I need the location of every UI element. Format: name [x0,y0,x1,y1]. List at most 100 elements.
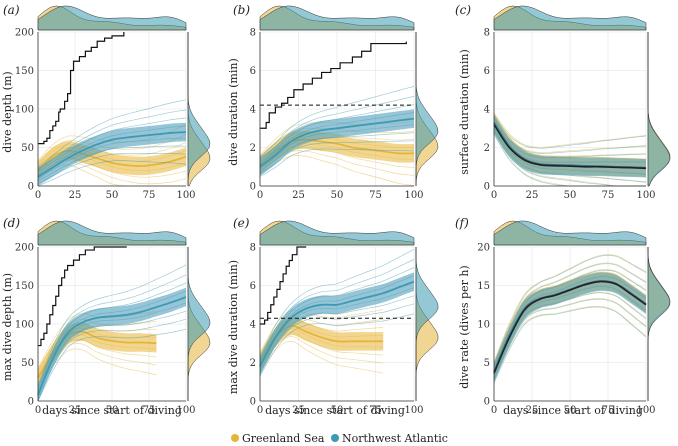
ytick-d-3: 150 [15,281,34,292]
xtick-e-4: 100 [404,405,423,416]
indiv-line-gs-f-6 [493,262,647,366]
indiv-line-gs-e-1 [259,336,384,370]
ytick-b-4: 8 [250,28,256,39]
ci-band-nwa-f [494,272,646,383]
top-density-nwa-f [493,220,647,246]
ytick-a-0: 0 [28,182,34,193]
ytick-b-1: 2 [250,143,256,154]
ytick-a-1: 50 [21,143,34,154]
panel-c: (c) surface duration (min) [455,3,471,175]
panel-f: (f) dive rate (dives per h) days since s… [455,216,643,417]
ytick-c-4: 8 [484,28,490,39]
ci-band-nwa-b [260,109,414,176]
xtick-c-2: 50 [564,190,577,201]
panel-d: (d) max dive depth (m) days since start … [1,216,182,417]
indiv-line-nwa-f-0 [493,306,647,384]
panel-e-ylabel: max dive duration (min) [227,260,240,394]
indiv-line-nwa-c-7 [493,114,647,149]
xtick-e-3: 75 [369,405,382,416]
indiv-line-gs-c-7 [493,112,647,148]
top-density-nwa-c [493,5,647,31]
panel-d-ylabel: max dive depth (m) [1,273,14,381]
indiv-line-gs-f-7 [493,254,647,363]
xtick-e-1: 25 [292,405,305,416]
panel-e: (e) max dive duration (min) days since s… [227,216,405,417]
legend-swatch-nwa [331,434,339,442]
xtick-f-4: 100 [636,405,655,416]
ytick-e-1: 2 [250,358,256,369]
xtick-d-4: 100 [176,405,195,416]
ci-band-nwa-e [260,272,414,376]
indiv-line-nwa-b-0 [259,148,415,177]
step-curve-e [260,246,307,325]
mean-line-nwa-a [37,131,187,178]
panel-a-label: (a) [3,3,20,17]
indiv-line-nwa-a-1 [37,153,187,184]
indiv-line-nwa-f-6 [493,263,647,367]
indiv-line-gs-e-7 [259,309,384,353]
indiv-line-nwa-d-0 [37,328,187,402]
mean-line-nwa-f [493,280,647,374]
legend-label-greenland: Greenland Sea [242,432,325,445]
chart-d: 0 50 100 150 200 0 25 50 75 100 [15,220,211,416]
indiv-line-nwa-a-0 [37,160,187,187]
panel-f-ylabel: dive rate (dives per h) [458,265,471,388]
chart-f: 0 5 10 15 20 0 25 50 75 100 [477,220,671,416]
ytick-f-3: 15 [477,281,490,292]
ci-band-gs-e [260,316,384,372]
xtick-c-3: 75 [602,190,615,201]
xtick-b-3: 75 [369,190,382,201]
panel-d-xlabel: days since start of diving [42,404,182,417]
xtick-b-4: 100 [404,190,423,201]
top-density-nwa-e [259,220,415,246]
panel-f-xlabel: days since start of diving [503,404,643,417]
ytick-e-3: 6 [250,281,256,292]
ci-band-nwa-a [38,122,186,186]
ytick-c-1: 2 [484,143,490,154]
xtick-a-3: 75 [143,190,156,201]
ytick-e-2: 4 [250,320,256,331]
mean-line-nwa-d [37,296,187,396]
indiv-line-nwa-d-6 [37,274,187,389]
ytick-a-4: 200 [15,28,34,39]
ytick-e-4: 8 [250,243,256,254]
chart-a: 0 50 100 150 200 0 25 50 75 100 [15,5,211,201]
indiv-line-nwa-f-1 [493,298,647,381]
panel-b: (b) dive duration (min) [227,3,250,166]
xtick-b-0: 0 [257,190,263,201]
ytick-f-1: 5 [484,358,490,369]
xtick-c-4: 100 [636,190,655,201]
legend-swatch-greenland [231,434,239,442]
ytick-c-3: 6 [484,66,490,77]
ytick-b-3: 6 [250,66,256,77]
ytick-e-0: 0 [250,397,256,408]
indiv-line-gs-d-0 [37,348,157,388]
xtick-e-2: 50 [331,405,344,416]
xtick-b-1: 25 [292,190,305,201]
ytick-b-0: 0 [250,182,256,193]
xtick-f-0: 0 [491,405,497,416]
ytick-b-2: 4 [250,105,256,116]
panel-c-label: (c) [455,3,471,17]
indiv-line-nwa-e-6 [259,259,415,360]
panel-c-ylabel: surface duration (min) [458,49,471,175]
legend-label-nwa: Northwest Atlantic [342,432,448,445]
panel-a: (a) dive depth (m) [1,3,20,153]
ytick-f-0: 0 [484,397,490,408]
chart-e: 0 2 4 6 8 0 25 50 75 100 [250,220,439,416]
top-density-nwa-d [37,220,187,246]
side-density-nwa-a [187,32,211,187]
ytick-d-2: 100 [15,320,34,331]
xtick-b-2: 50 [331,190,344,201]
panel-e-xlabel: days since start of diving [265,404,405,417]
side-density-nwa-d [187,247,211,401]
xtick-d-0: 0 [35,405,41,416]
ci-band-nwa-c [494,115,646,178]
mean-line-nwa-b [259,117,415,168]
panel-b-ylabel: dive duration (min) [227,58,240,165]
xtick-d-3: 75 [143,405,156,416]
legend: Greenland Sea Northwest Atlantic [231,432,448,445]
xtick-a-2: 50 [106,190,119,201]
indiv-line-gs-e-0 [259,340,384,374]
